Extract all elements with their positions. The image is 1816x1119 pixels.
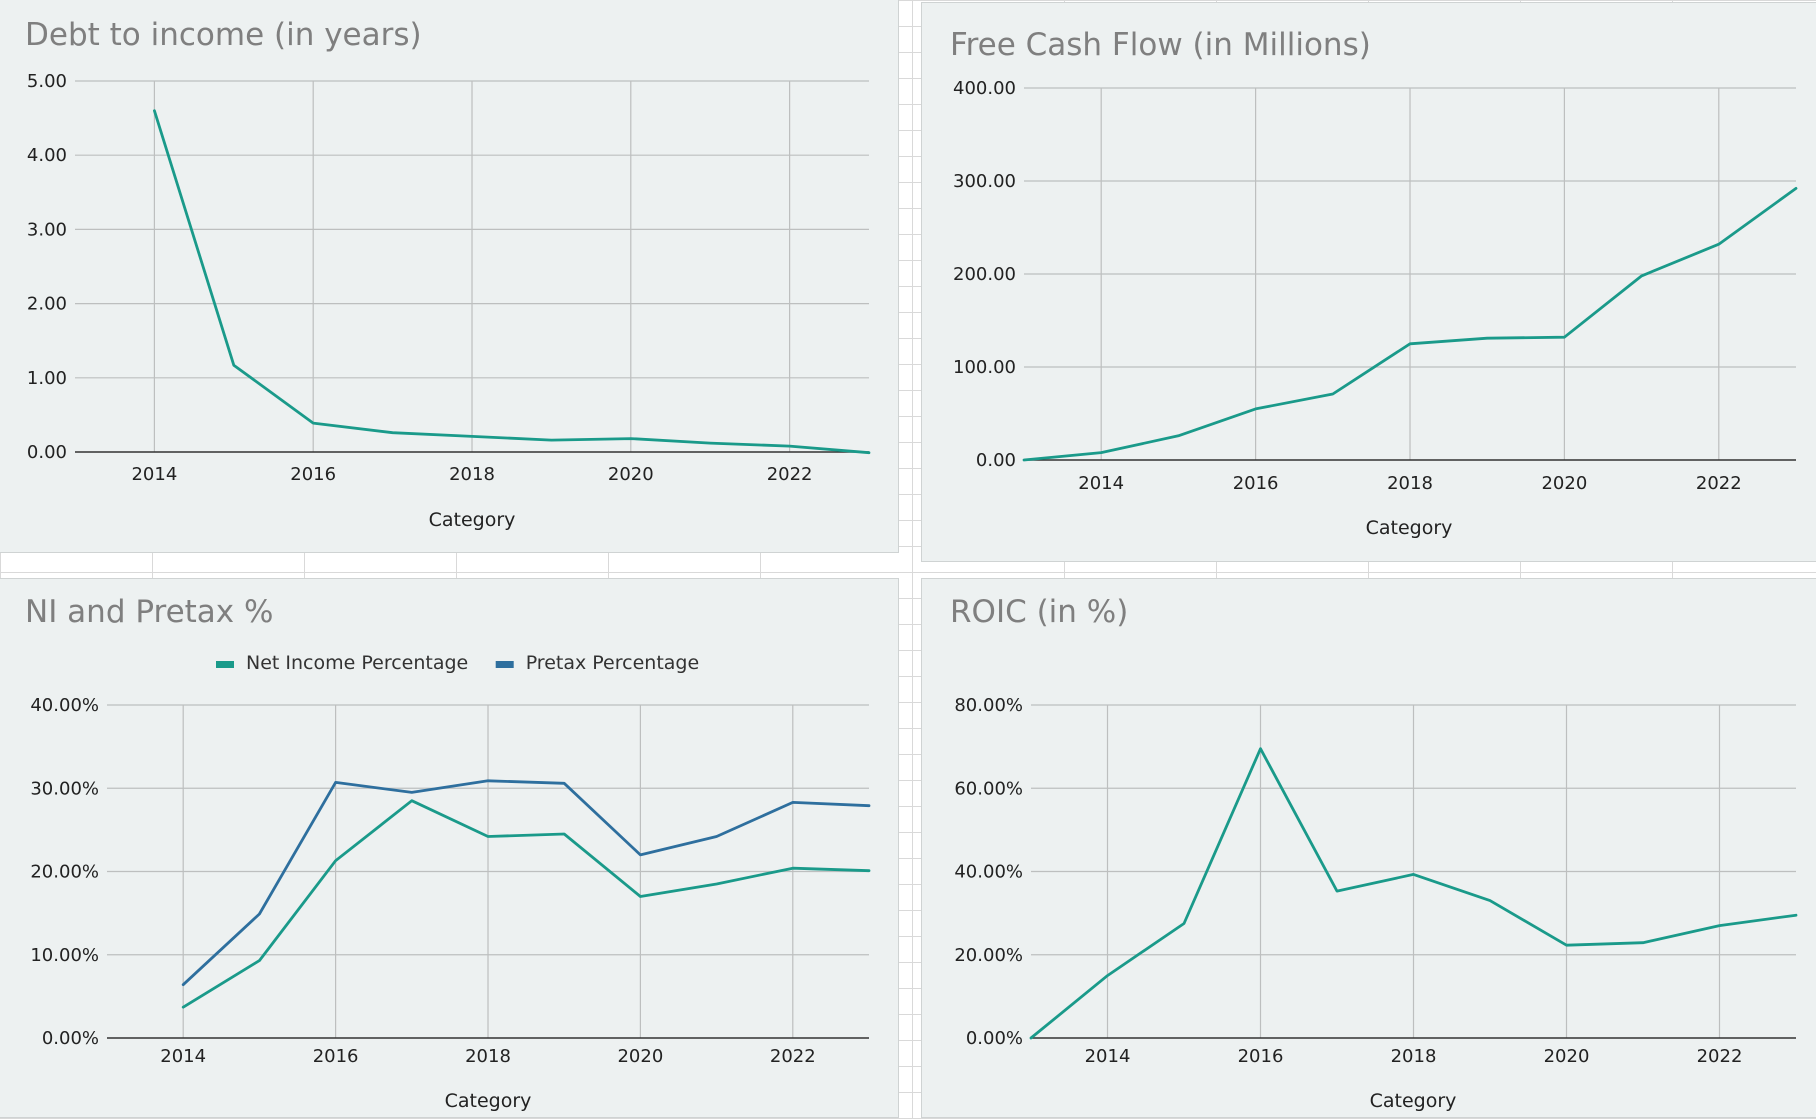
y-tick-label: 3.00 <box>27 219 67 240</box>
y-tick-label: 1.00 <box>27 368 67 389</box>
y-tick-label: 2.00 <box>27 294 67 315</box>
x-tick-label: 2014 <box>1085 1046 1131 1067</box>
y-tick-label: 100.00 <box>953 357 1016 378</box>
y-tick-label: 40.00% <box>30 695 99 716</box>
x-tick-label: 2022 <box>770 1046 816 1067</box>
x-tick-label: 2018 <box>449 464 495 485</box>
y-tick-label: 20.00% <box>954 945 1023 966</box>
y-tick-label: 5.00 <box>27 71 67 92</box>
y-tick-label: 0.00 <box>976 450 1016 471</box>
y-tick-label: 20.00% <box>30 862 99 883</box>
chart-title: Debt to income (in years) <box>25 17 422 53</box>
chart-panel-free-cash-flow: Free Cash Flow (in Millions) 0.00 100.00 20… <box>921 2 1816 562</box>
x-axis-label: Category <box>1366 517 1453 539</box>
x-tick-label: 2018 <box>1387 473 1433 494</box>
series-line-ni-pretax-1 <box>183 781 869 985</box>
x-tick-label: 2020 <box>608 464 654 485</box>
y-tick-label: 400.00 <box>953 78 1016 99</box>
y-tick-label: 300.00 <box>953 171 1016 192</box>
x-tick-label: 2016 <box>313 1046 359 1067</box>
legend-swatch <box>216 661 234 668</box>
y-tick-label: 30.00% <box>30 778 99 799</box>
x-tick-label: 2016 <box>1233 473 1279 494</box>
x-tick-label: 2016 <box>290 464 336 485</box>
y-tick-label: 80.00% <box>954 695 1023 716</box>
x-tick-label: 2016 <box>1238 1046 1284 1067</box>
x-axis-label: Category <box>445 1090 532 1112</box>
y-tick-label: 200.00 <box>953 264 1016 285</box>
legend-swatch <box>496 661 514 668</box>
x-tick-label: 2020 <box>617 1046 663 1067</box>
y-tick-label: 0.00% <box>42 1028 99 1049</box>
x-tick-label: 2022 <box>1696 473 1742 494</box>
x-axis-label: Category <box>429 509 516 531</box>
legend-label: Net Income Percentage <box>246 652 468 674</box>
roic-chart: ROIC (in %) 0.00% 20.00% 40.00% 60.00% 80.00%… <box>922 579 1816 1119</box>
x-tick-label: 2018 <box>1391 1046 1437 1067</box>
x-tick-label: 2018 <box>465 1046 511 1067</box>
chart-panel-debt-to-income: Debt to income (in years) 0.00 1.00 2.00 3.0… <box>0 0 899 553</box>
legend-label: Pretax Percentage <box>526 652 699 674</box>
series-line-debt-0 <box>154 111 869 453</box>
y-tick-label: 40.00% <box>954 862 1023 883</box>
x-tick-label: 2022 <box>767 464 813 485</box>
chart-panel-roic: ROIC (in %) 0.00% 20.00% 40.00% 60.00% 80.00%… <box>921 578 1816 1118</box>
chart-panel-ni-and-pretax: NI and Pretax % 0.00% 10.00% 20.00% 30.00% 40… <box>0 578 899 1118</box>
y-tick-label: 60.00% <box>954 778 1023 799</box>
legend: Net Income Percentage Pretax Percentage <box>216 652 699 674</box>
debt-to-income-chart: Debt to income (in years) 0.00 1.00 2.00 3.0… <box>0 0 900 554</box>
x-tick-label: 2014 <box>131 464 177 485</box>
chart-title: Free Cash Flow (in Millions) <box>950 27 1371 63</box>
x-tick-label: 2020 <box>1541 473 1587 494</box>
series-line-ni-pretax-0 <box>183 801 869 1008</box>
y-tick-label: 0.00 <box>27 442 67 463</box>
x-tick-label: 2014 <box>1078 473 1124 494</box>
y-tick-label: 4.00 <box>27 145 67 166</box>
x-tick-label: 2022 <box>1697 1046 1743 1067</box>
y-tick-label: 0.00% <box>966 1028 1023 1049</box>
ni-and-pretax-chart: NI and Pretax % 0.00% 10.00% 20.00% 30.00% 40… <box>0 579 900 1119</box>
x-tick-label: 2020 <box>1544 1046 1590 1067</box>
x-tick-label: 2014 <box>160 1046 206 1067</box>
x-axis-label: Category <box>1370 1090 1457 1112</box>
free-cash-flow-chart: Free Cash Flow (in Millions) 0.00 100.00 20… <box>922 3 1816 563</box>
chart-title: ROIC (in %) <box>950 594 1128 630</box>
chart-title: NI and Pretax % <box>25 594 273 630</box>
y-tick-label: 10.00% <box>30 945 99 966</box>
